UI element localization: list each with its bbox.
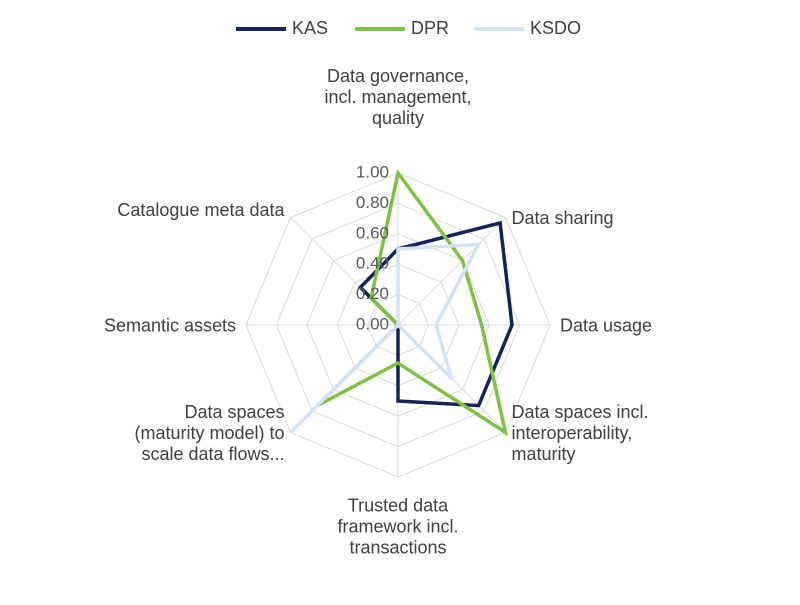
category-label: Data spaces (maturity model) to scale data… [134, 402, 284, 464]
category-labels: Data governance, incl. management, quality… [104, 66, 652, 557]
radial-tick-label: 0.80 [356, 193, 389, 212]
series-line-dpr [316, 168, 509, 437]
radial-tick-label: 0.00 [356, 314, 389, 333]
radar-series [289, 168, 514, 437]
legend-item-ksdo: KSDO [474, 18, 581, 38]
legend: KAS DPR KSDO [236, 18, 581, 38]
radial-tick-label: 1.00 [356, 162, 389, 181]
category-label: Semantic assets [104, 315, 236, 335]
category-label: Catalogue meta data [117, 200, 285, 220]
legend-item-kas: KAS [236, 18, 328, 38]
radial-tick-labels: 0.00 0.20 0.40 0.60 0.80 1.00 [356, 162, 389, 333]
category-label: Data usage [560, 315, 652, 335]
category-label: Data governance, incl. management, quality [324, 66, 471, 128]
series-line-ksdo [289, 242, 482, 434]
grid-spoke [397, 217, 506, 326]
category-label: Trusted data framework incl. transactions [337, 495, 458, 557]
legend-label: KAS [292, 18, 328, 38]
radial-tick-label: 0.60 [356, 223, 389, 242]
legend-label: KSDO [530, 18, 581, 38]
legend-item-dpr: DPR [355, 18, 449, 38]
radial-tick-label: 0.40 [356, 254, 389, 273]
legend-label: DPR [411, 18, 449, 38]
radial-tick-label: 0.20 [356, 284, 389, 303]
category-label: Data spaces incl. interoperability, maturi… [511, 402, 648, 464]
series-line-kas [357, 220, 514, 408]
category-label: Data sharing [511, 208, 613, 228]
